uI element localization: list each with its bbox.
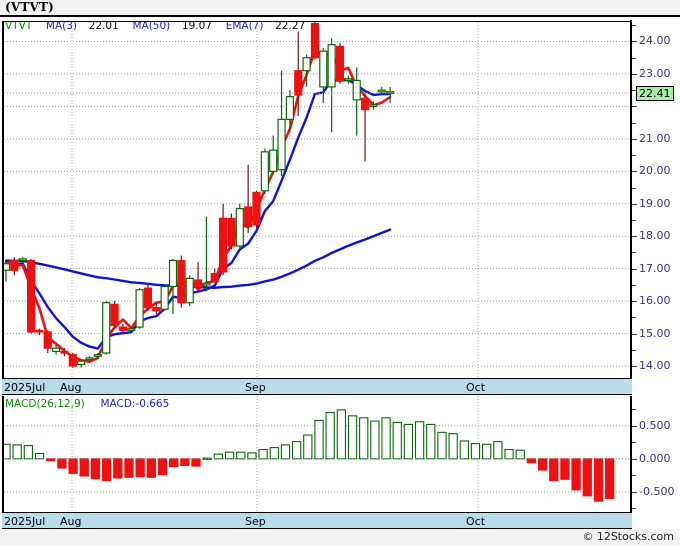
legend-ema7-label: EMA(7) <box>225 20 264 32</box>
price-tick <box>632 268 637 270</box>
title-divider <box>0 15 680 17</box>
macd-axis-labels: 0.500 0.000 -0.500 <box>632 396 680 513</box>
legend-ma50-value: 19.07 <box>181 20 212 32</box>
copyright-text: © 12Stocks.com <box>582 530 674 543</box>
legend-ma3-label: MA(3) <box>45 20 78 32</box>
price-tick <box>632 73 637 75</box>
macd-axis-label: 0.500 <box>639 418 671 432</box>
price-axis-labels: 24.00 23.00 21.00 20.00 19.00 18.00 17.00 16.00… <box>632 22 680 379</box>
price-tick <box>632 138 637 140</box>
legend-ma3-value: 22.01 <box>88 20 119 32</box>
macd-tick <box>632 491 637 493</box>
legend-ema7-value: 22.27 <box>275 20 306 32</box>
price-minor-tick <box>632 219 636 221</box>
price-minor-tick <box>632 90 636 92</box>
date-label-macd: 2025Jul <box>4 515 46 528</box>
price-minor-tick <box>632 155 636 157</box>
price-tick <box>632 301 637 303</box>
macd-legend: MACD(26,12,9) MACD:-0.665 <box>5 398 169 410</box>
price-axis-label: 18.00 <box>639 229 671 243</box>
macd-tick <box>632 425 637 427</box>
macd-minor-tick <box>632 409 636 411</box>
date-label-macd: Aug <box>60 515 82 528</box>
price-minor-tick <box>632 317 636 319</box>
price-axis-label: 23.00 <box>639 66 671 80</box>
price-minor-tick <box>632 187 636 189</box>
macd-minor-tick <box>632 475 636 477</box>
current-price-badge: 22.41 <box>636 86 674 102</box>
price-axis-label: 21.00 <box>639 131 671 145</box>
price-axis-label: 16.00 <box>639 294 671 308</box>
price-minor-tick <box>632 57 636 59</box>
price-tick <box>632 106 637 108</box>
macd-axis-line <box>630 396 632 513</box>
price-minor-tick <box>632 122 636 124</box>
macd-chart <box>2 396 632 513</box>
price-legend: VTVT MA(3) 22.01 MA(50) 19.07 EMA(7) 22.… <box>5 20 305 32</box>
price-top-border <box>2 21 632 22</box>
date-label-macd: Oct <box>466 515 486 528</box>
price-axis-label: 20.00 <box>639 164 671 178</box>
price-tick <box>632 203 637 205</box>
footer: © 12Stocks.com <box>0 529 680 546</box>
macd-minor-tick <box>632 442 636 444</box>
price-axis-label: 19.00 <box>639 196 671 210</box>
page-title: (VTVT) <box>5 0 55 14</box>
macd-indicator-label: MACD(26,12,9) <box>5 398 85 410</box>
date-label-main: Aug <box>60 381 82 394</box>
price-axis-label: 24.00 <box>639 34 671 48</box>
price-tick <box>632 236 637 238</box>
price-tick <box>632 171 637 173</box>
price-axis-line <box>630 20 632 380</box>
date-label-main: Sep <box>245 381 266 394</box>
price-minor-tick <box>632 284 636 286</box>
title-bar: (VTVT) <box>0 0 680 16</box>
price-chart <box>2 22 632 379</box>
date-axis-macd: 2025Jul Aug Sep Oct <box>2 512 632 529</box>
date-label-macd: Sep <box>245 515 266 528</box>
price-minor-tick <box>632 252 636 254</box>
date-label-main: 2025Jul <box>4 381 46 394</box>
date-label-main: Oct <box>466 381 486 394</box>
price-left-border <box>2 22 4 379</box>
price-tick <box>632 41 637 43</box>
date-axis-main: 2025Jul Aug Sep Oct <box>2 378 632 395</box>
macd-axis-label: -0.500 <box>639 484 675 498</box>
price-tick <box>632 366 637 368</box>
price-minor-tick <box>632 25 636 27</box>
macd-value: MACD:-0.665 <box>100 398 170 410</box>
legend-symbol: VTVT <box>5 20 33 32</box>
legend-ma50-label: MA(50) <box>132 20 171 32</box>
macd-left-border <box>2 396 4 513</box>
price-minor-tick <box>632 349 636 351</box>
price-axis-label: 14.00 <box>639 359 671 373</box>
macd-axis-label: 0.000 <box>639 451 671 465</box>
macd-minor-tick <box>632 508 636 510</box>
macd-tick <box>632 458 637 460</box>
price-tick <box>632 333 637 335</box>
price-axis-label: 15.00 <box>639 326 671 340</box>
price-axis-label: 17.00 <box>639 261 671 275</box>
